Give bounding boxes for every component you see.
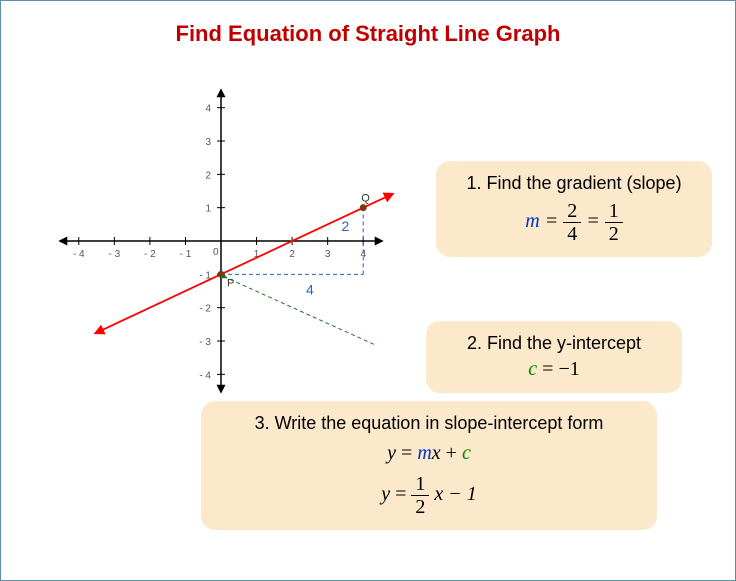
svg-text:4: 4 — [205, 104, 211, 115]
svg-text:Q: Q — [361, 193, 370, 205]
step1-heading: 1. Find the gradient (slope) — [454, 173, 694, 194]
step3-eq1: y = mx + c — [219, 442, 639, 465]
step3-heading: 3. Write the equation in slope-intercept… — [219, 413, 639, 434]
callout-step1: 1. Find the gradient (slope) m = 24 = 12 — [436, 161, 712, 257]
callout-step3: 3. Write the equation in slope-intercept… — [201, 401, 657, 530]
svg-text:- 4: - 4 — [73, 249, 85, 260]
step1-equation: m = 24 = 12 — [454, 200, 694, 245]
svg-text:- 3: - 3 — [108, 249, 120, 260]
svg-text:- 4: - 4 — [199, 370, 211, 381]
page-title: Find Equation of Straight Line Graph — [1, 21, 735, 47]
svg-text:3: 3 — [205, 137, 211, 148]
step3-eq2: y = 12 x − 1 — [219, 473, 639, 518]
coordinate-graph: - 4- 3- 2- 11234- 4- 3- 2- 11234042PQ — [41, 71, 401, 411]
diagram-container: Find Equation of Straight Line Graph - 4… — [0, 0, 736, 581]
svg-text:- 2: - 2 — [144, 249, 156, 260]
svg-text:1: 1 — [205, 204, 211, 215]
step2-equation: c = −1 — [444, 358, 664, 381]
svg-text:- 3: - 3 — [199, 337, 211, 348]
svg-text:2: 2 — [342, 218, 350, 234]
step2-heading: 2. Find the y-intercept — [444, 333, 664, 354]
svg-text:2: 2 — [205, 170, 211, 181]
svg-text:3: 3 — [325, 249, 331, 260]
svg-text:- 1: - 1 — [180, 249, 192, 260]
callout-step2: 2. Find the y-intercept c = −1 — [426, 321, 682, 393]
svg-text:0: 0 — [213, 247, 219, 258]
svg-text:4: 4 — [306, 281, 314, 297]
svg-text:- 2: - 2 — [199, 304, 211, 315]
svg-text:2: 2 — [289, 249, 295, 260]
